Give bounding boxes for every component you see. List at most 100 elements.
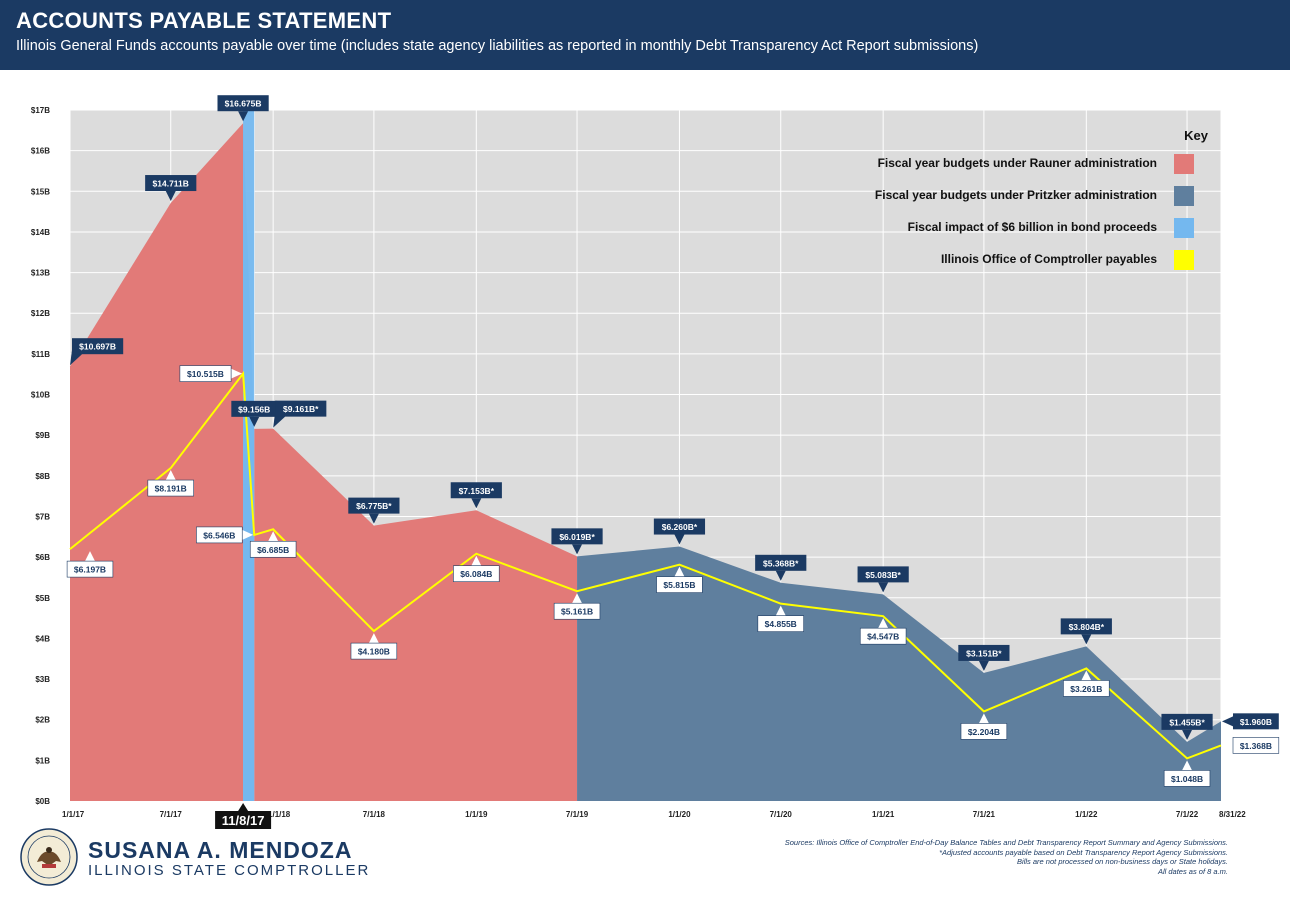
brand-subtitle: ILLINOIS STATE COMPTROLLER	[88, 862, 371, 879]
callout-box	[275, 400, 327, 417]
callout-box	[249, 540, 297, 558]
callout-box	[66, 560, 114, 578]
callout-pointer	[1081, 634, 1092, 645]
x-tick-label: 7/1/17	[160, 810, 183, 819]
value-callout-dark: $3.151B*	[958, 644, 1010, 671]
callout-pointer	[242, 529, 254, 540]
callout-pointer	[674, 534, 685, 545]
value-callout-light: $4.547B	[859, 618, 907, 645]
callout-box	[755, 554, 807, 571]
callout-box	[348, 497, 400, 514]
callout-box	[553, 602, 601, 620]
legend-item-label: Fiscal year budgets under Rauner adminis…	[878, 156, 1157, 170]
callout-pointer	[165, 470, 176, 481]
value-callout-light: $2.204B	[960, 713, 1008, 740]
value-callout-dark: $9.156B	[231, 400, 278, 427]
callout-box	[1232, 737, 1280, 754]
callout-box	[656, 576, 703, 593]
callout-label: $6.775B*	[356, 501, 392, 511]
callout-pointer	[572, 544, 583, 555]
callout-box	[1063, 680, 1110, 697]
callout-pointer	[674, 566, 685, 577]
callout-label: $1.048B	[1171, 774, 1203, 784]
pritzker-area	[577, 546, 1221, 801]
y-tick-label: $5B	[35, 594, 50, 603]
callout-label: $5.815B	[663, 580, 695, 590]
callout-box	[551, 528, 603, 545]
value-callout-dark: $1.960B	[1222, 713, 1279, 730]
callout-pointer	[249, 416, 260, 427]
header-banner: ACCOUNTS PAYABLE STATEMENT Illinois Gene…	[0, 0, 1290, 70]
value-callout-dark: $16.675B	[217, 95, 269, 122]
callout-box	[179, 365, 232, 382]
y-tick-label: $10B	[31, 391, 50, 400]
y-tick-label: $2B	[35, 716, 50, 725]
callout-label: $6.260B*	[662, 522, 698, 532]
callout-pointer	[368, 633, 379, 644]
callout-pointer	[231, 368, 243, 379]
value-callout-light: $6.197B	[66, 551, 114, 578]
value-callout-light: $6.546B	[196, 526, 254, 544]
y-tick-label: $13B	[31, 269, 50, 278]
highlight-date-box	[215, 811, 272, 829]
y-tick-label: $16B	[31, 147, 50, 156]
sources-note: Sources: Illinois Office of Comptroller …	[785, 838, 1228, 876]
highlight-date-label: 11/8/17	[222, 813, 265, 828]
rauner-area	[254, 428, 578, 801]
x-tick-label: 7/1/18	[363, 810, 386, 819]
x-tick-label: 1/1/20	[668, 810, 691, 819]
y-tick-label: $14B	[31, 228, 50, 237]
value-callout-light: $3.261B	[1063, 670, 1110, 697]
value-callout-light: $5.161B	[553, 593, 601, 620]
y-tick-label: $1B	[35, 756, 50, 765]
callout-pointer	[165, 191, 176, 202]
sources-line: *Adjusted accounts payable based on Debt…	[939, 847, 1228, 857]
callout-label: $9.156B	[238, 404, 270, 414]
x-tick-label: 1/1/17	[62, 810, 85, 819]
value-callout-light: $6.685B	[249, 531, 297, 558]
callout-pointer	[1182, 729, 1193, 740]
callout-box	[653, 518, 706, 535]
value-callout-dark: $1.455B*	[1161, 713, 1213, 740]
callout-label: $8.191B	[155, 484, 187, 494]
accounts-payable-chart: $0B $1B $2B $3B $4B $5B $6B $7B $8B $9B $10B $11B $1…	[31, 95, 1280, 829]
callout-box	[1060, 618, 1112, 635]
value-callout-dark: $14.711B	[145, 175, 197, 202]
x-tick-label: 1/1/21	[872, 810, 895, 819]
illinois-state-seal-icon	[20, 828, 78, 886]
callout-pointer	[878, 582, 889, 593]
value-callout-dark: $9.161B*	[273, 400, 327, 428]
callout-label: $4.855B	[765, 619, 797, 629]
callout-label: $10.515B	[187, 369, 224, 379]
callout-label: $3.804B*	[1069, 622, 1105, 632]
x-tick-label: 1/1/18	[268, 810, 291, 819]
value-callout-light: $6.084B	[453, 555, 500, 583]
callout-pointer	[471, 555, 482, 566]
callout-box	[350, 642, 398, 660]
value-callout-dark: $6.019B*	[551, 528, 603, 555]
callout-label: $6.546B	[203, 530, 235, 540]
y-tick-label: $8B	[35, 472, 50, 481]
callout-label: $4.547B	[867, 632, 899, 642]
callout-box	[217, 95, 269, 112]
y-tick-label: $7B	[35, 512, 50, 521]
y-tick-label: $11B	[31, 350, 50, 359]
callout-label: $2.204B	[968, 727, 1000, 737]
legend-swatch	[1174, 250, 1194, 270]
callout-label: $6.084B	[460, 569, 492, 579]
callout-box	[145, 175, 197, 192]
callout-pointer	[572, 593, 583, 604]
value-callout-dark: $6.775B*	[348, 497, 400, 524]
rauner-area	[70, 123, 244, 801]
x-tick-label: 8/31/22	[1219, 810, 1246, 819]
legend-swatch	[1174, 218, 1194, 238]
legend-swatch	[1174, 154, 1194, 174]
value-callout-dark: $3.804B*	[1060, 618, 1112, 645]
y-tick-label: $12B	[31, 309, 50, 318]
legend-item-label: Fiscal impact of $6 billion in bond proc…	[908, 220, 1158, 234]
callout-label: $4.180B	[358, 647, 390, 657]
x-tick-label: 1/1/19	[465, 810, 488, 819]
callout-label: $6.019B*	[559, 532, 595, 542]
callout-label: $1.960B	[1240, 717, 1272, 727]
callout-pointer	[1222, 740, 1233, 751]
